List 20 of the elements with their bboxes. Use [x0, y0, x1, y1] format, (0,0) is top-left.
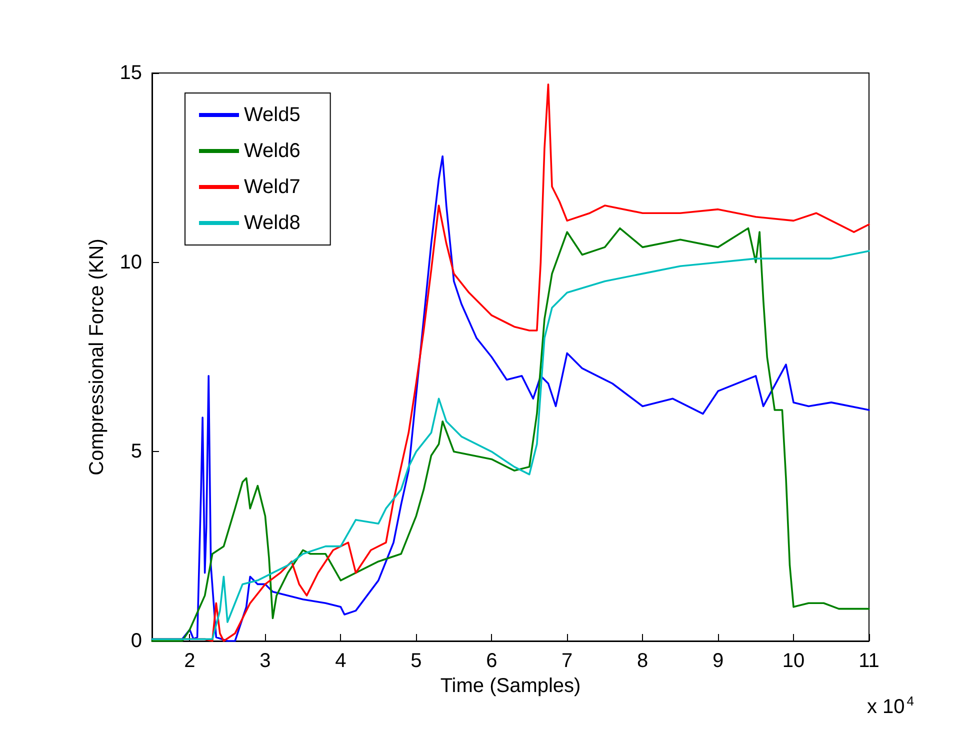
x-tick-label: 8 — [637, 650, 648, 672]
x-tick-label: 6 — [486, 650, 498, 672]
x-tick-label: 4 — [335, 650, 346, 672]
x-tick-label: 11 — [858, 650, 880, 672]
legend-label: Weld5 — [244, 104, 300, 126]
x-tick-label: 5 — [410, 650, 422, 672]
legend-label: Weld6 — [244, 140, 300, 162]
legend-label: Weld7 — [244, 176, 300, 198]
y-axis-title: Compressional Force (KN) — [86, 238, 108, 476]
x-tick-label: 3 — [260, 650, 271, 672]
legend-label: Weld8 — [244, 212, 300, 234]
y-tick-label: 15 — [120, 62, 142, 84]
y-tick-label: 0 — [130, 630, 142, 652]
x-tick-label: 7 — [562, 650, 573, 672]
x-tick-label: 2 — [184, 650, 196, 672]
x-tick-label: 10 — [782, 650, 805, 672]
x-tick-label: 9 — [712, 650, 724, 672]
y-tick-label: 5 — [130, 440, 142, 463]
y-tick-label: 10 — [120, 251, 142, 274]
x-axis-title: Time (Samples) — [440, 674, 581, 697]
